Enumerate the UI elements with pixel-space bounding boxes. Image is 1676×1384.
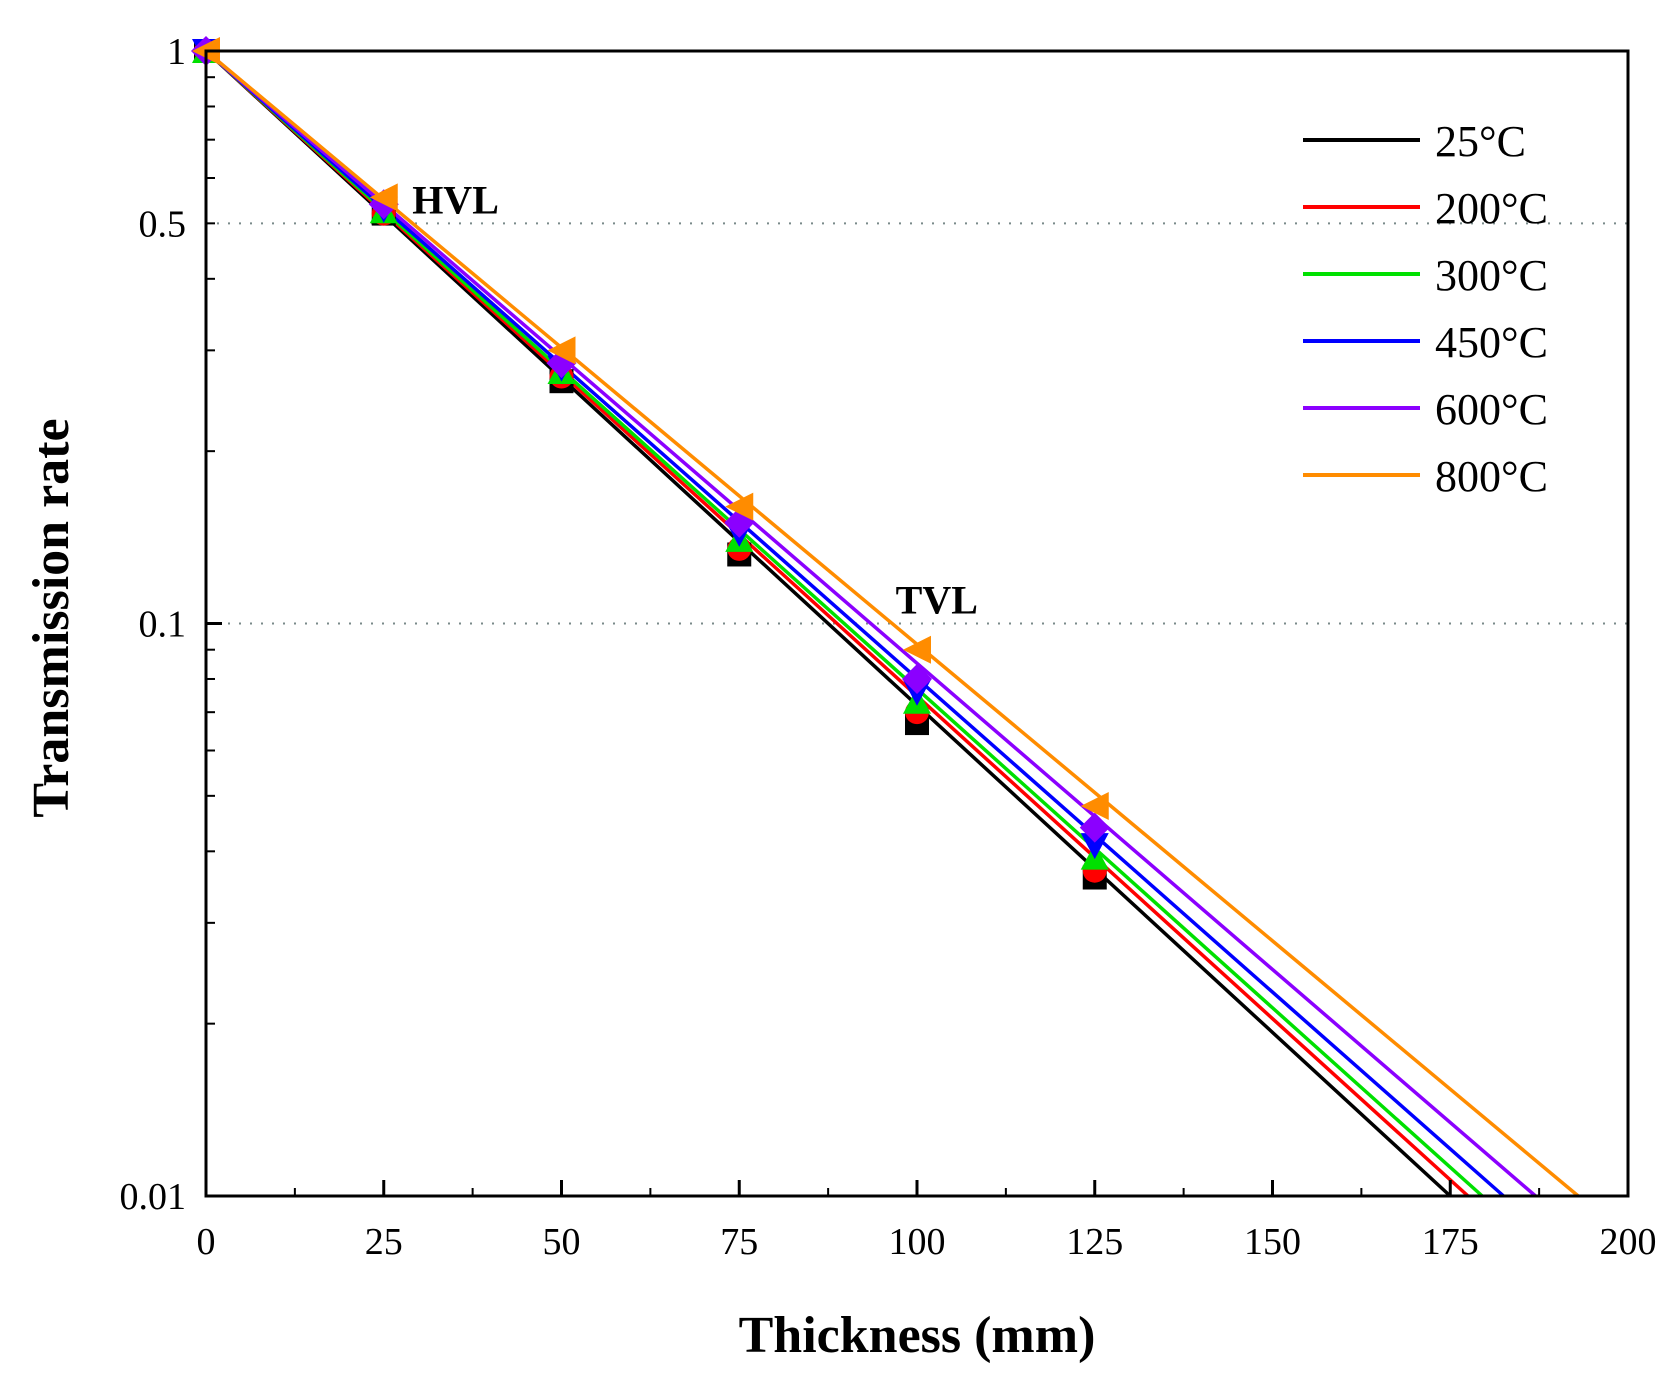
fit-line-25°C [204,49,1452,1198]
reference-lines [206,222,1628,625]
x-tick-label: 25 [365,1221,403,1263]
x-tick-label: 175 [1422,1221,1479,1263]
y-tick-label: 0.1 [139,604,187,646]
data-point-800°C [547,336,576,365]
data-point-800°C [1080,791,1109,820]
data-point-800°C [369,183,398,212]
data-point-800°C [725,492,754,521]
legend-label: 200°C [1435,184,1548,233]
annotation-hvl: HVL [412,177,499,222]
x-tick-label: 100 [889,1221,946,1263]
legend: 25°C 200°C 300°C 450°C 600°C 800°C [1303,117,1548,501]
fit-lines [204,49,1580,1198]
legend-label: 800°C [1435,452,1548,501]
x-tick-label: 200 [1600,1221,1657,1263]
y-axis-title: Transmission rate [23,418,80,817]
y-tick-label: 1 [167,31,186,73]
fit-line-800°C [204,49,1580,1198]
y-tick-label: 0.5 [139,203,187,245]
annotations: HVL TVL [412,177,978,622]
data-point-450°C [1080,833,1109,860]
data-point-600°C [902,663,932,694]
y-tick-label: 0.01 [120,1176,187,1218]
annotation-tvl: TVL [896,578,978,623]
x-tick-label: 150 [1244,1221,1301,1263]
x-axis-title: Thickness (mm) [739,1307,1096,1364]
fit-line-450°C [204,49,1505,1198]
legend-label: 300°C [1435,251,1548,300]
data-point-800°C [903,635,931,664]
x-tick-label: 75 [720,1221,758,1263]
fit-line-600°C [204,49,1537,1198]
x-tick-label: 50 [543,1221,581,1263]
legend-label: 600°C [1435,385,1548,434]
plot-frame [204,49,1630,1198]
legend-label: 25°C [1435,117,1526,166]
axis-ticks: 0 25 50 75 100 125 150 175 200 0.01 0.1 0.5 1 [120,31,1657,1263]
x-tick-label: 0 [197,1221,216,1263]
fit-line-300°C [204,49,1484,1198]
data-point-600°C [1079,812,1110,843]
data-markers [191,36,1110,890]
x-tick-label: 125 [1066,1221,1123,1263]
legend-label: 450°C [1435,318,1548,367]
